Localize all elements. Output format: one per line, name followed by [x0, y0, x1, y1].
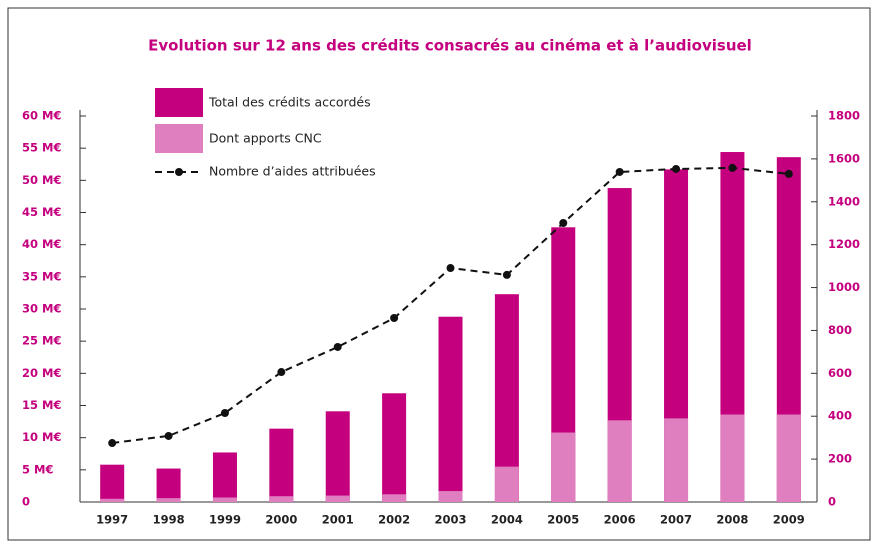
- bar: [269, 428, 294, 502]
- bar: [156, 468, 181, 502]
- line-point: [728, 163, 737, 172]
- bar: [156, 498, 181, 502]
- line-point: [390, 314, 399, 323]
- line-point: [108, 439, 117, 448]
- x-tick-label: 2009: [773, 513, 805, 527]
- line-point: [502, 270, 511, 279]
- x-tick-label: 2002: [378, 513, 410, 527]
- chart-title: Evolution sur 12 ans des crédits consacr…: [148, 37, 752, 55]
- y-tick-label: 15 M€: [22, 398, 61, 412]
- bar: [212, 497, 237, 502]
- line-point: [559, 219, 568, 228]
- x-tick-label: 2008: [716, 513, 748, 527]
- y-tick-label: 25 M€: [22, 334, 61, 348]
- y2-tick-label: 1800: [828, 109, 860, 123]
- y-tick-label: 35 M€: [22, 269, 61, 283]
- y2-tick-label: 0: [828, 495, 836, 509]
- y-tick-label: 20 M€: [22, 366, 61, 380]
- bar: [382, 393, 407, 502]
- bar: [100, 464, 125, 502]
- line-point: [164, 431, 173, 440]
- y-tick-label: 30 M€: [22, 302, 61, 316]
- line-point: [333, 342, 342, 351]
- y2-tick-label: 1600: [828, 151, 860, 165]
- bar: [494, 466, 519, 502]
- legend-swatch: [155, 88, 203, 117]
- y-tick-label: 40 M€: [22, 237, 61, 251]
- y-tick-label: 55 M€: [22, 141, 61, 155]
- line-point: [672, 164, 681, 173]
- x-tick-label: 1997: [96, 513, 128, 527]
- y2-tick-label: 800: [828, 323, 852, 337]
- y2-tick-label: 600: [828, 366, 852, 380]
- y2-tick-label: 400: [828, 409, 852, 423]
- line-point: [615, 167, 624, 176]
- x-tick-label: 2004: [491, 513, 523, 527]
- x-tick-label: 2007: [660, 513, 692, 527]
- bar: [325, 411, 350, 502]
- bar: [325, 495, 350, 502]
- x-tick-label: 2005: [547, 513, 579, 527]
- x-tick-label: 2001: [322, 513, 354, 527]
- line-point: [277, 368, 286, 377]
- bar: [438, 316, 463, 502]
- legend-dot: [175, 168, 183, 176]
- bar: [664, 418, 689, 502]
- bar: [551, 432, 576, 502]
- x-tick-label: 2006: [604, 513, 636, 527]
- x-tick-label: 1998: [153, 513, 185, 527]
- y2-tick-label: 1400: [828, 194, 860, 208]
- bar: [100, 498, 125, 502]
- line-point: [784, 169, 793, 178]
- line-point: [446, 264, 455, 273]
- x-tick-label: 2003: [434, 513, 466, 527]
- y-tick-label: 50 M€: [22, 173, 61, 187]
- y2-tick-label: 200: [828, 452, 852, 466]
- y-tick-label: 5 M€: [22, 462, 53, 476]
- bar: [720, 414, 745, 502]
- x-tick-label: 2000: [265, 513, 297, 527]
- x-tick-label: 1999: [209, 513, 241, 527]
- bar: [438, 491, 463, 502]
- bar: [607, 420, 632, 502]
- bar: [269, 496, 294, 502]
- legend-label: Nombre d’aides attribuées: [209, 164, 376, 179]
- bar: [212, 452, 237, 502]
- legend-swatch: [155, 124, 203, 153]
- bar: [776, 414, 801, 502]
- y2-tick-label: 1200: [828, 237, 860, 251]
- legend-label: Dont apports CNC: [209, 131, 322, 146]
- y-tick-label: 60 M€: [22, 109, 61, 123]
- y2-tick-label: 1000: [828, 280, 860, 294]
- y-tick-label: 45 M€: [22, 205, 61, 219]
- legend-label: Total des crédits accordés: [208, 95, 371, 110]
- bar: [382, 494, 407, 502]
- y-tick-label: 10 M€: [22, 430, 61, 444]
- line-point: [220, 409, 229, 418]
- y-tick-label: 0: [22, 495, 30, 509]
